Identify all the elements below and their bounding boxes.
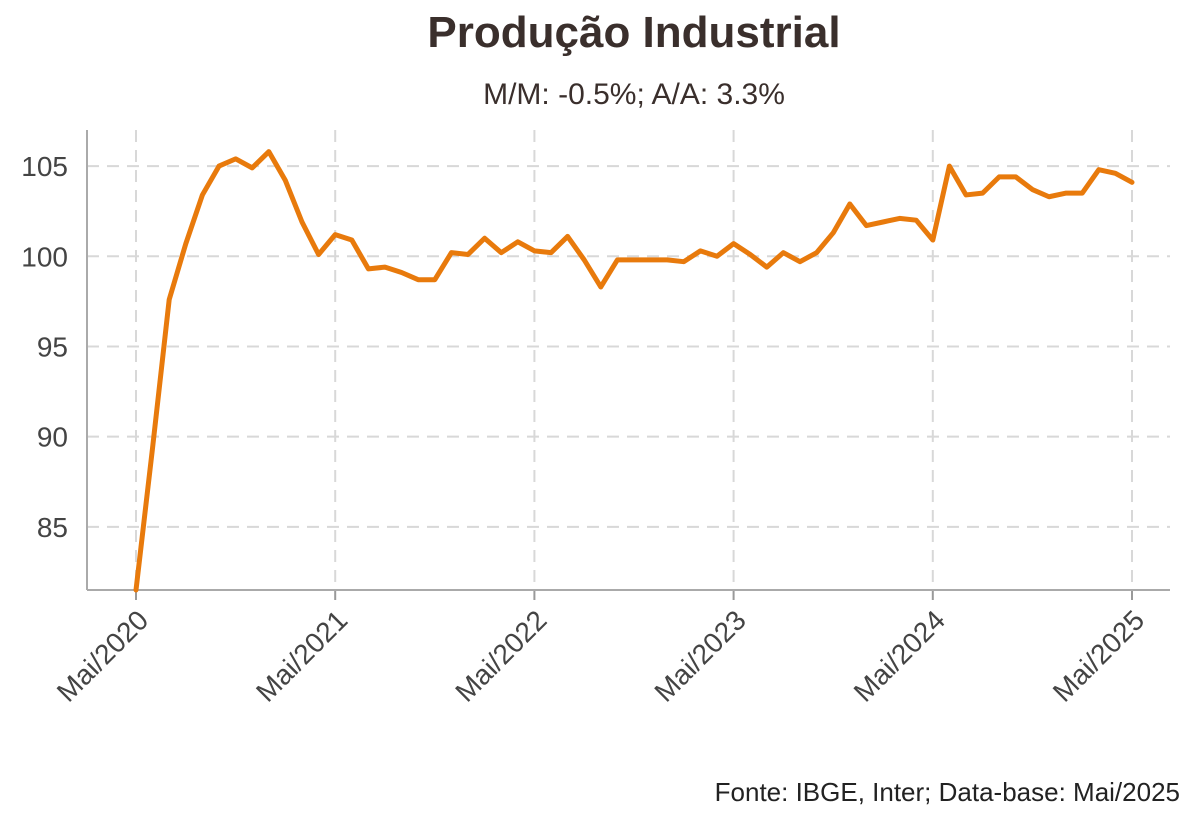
x-tick-label: Mai/2021 [250,604,353,707]
chart-subtitle: M/M: -0.5%; A/A: 3.3% [483,78,785,111]
x-tick-label: Mai/2024 [848,604,951,707]
y-tick-label: 95 [37,331,68,362]
grid [87,130,1170,590]
y-tick-label: 100 [21,241,68,272]
y-tick-label: 90 [37,422,68,453]
x-tick-label: Mai/2023 [648,604,751,707]
series [133,149,1135,593]
x-tick-label: Mai/2020 [51,604,154,707]
y-tick-label: 85 [37,512,68,543]
x-tick-label: Mai/2022 [449,604,552,707]
series-line [133,149,1135,593]
y-tick-label: 105 [21,151,68,182]
chart-title: Produção Industrial [427,8,841,57]
axes [86,130,1170,600]
chart-caption: Fonte: IBGE, Inter; Data-base: Mai/2025 [714,777,1180,807]
x-tick-label: Mai/2025 [1047,604,1150,707]
